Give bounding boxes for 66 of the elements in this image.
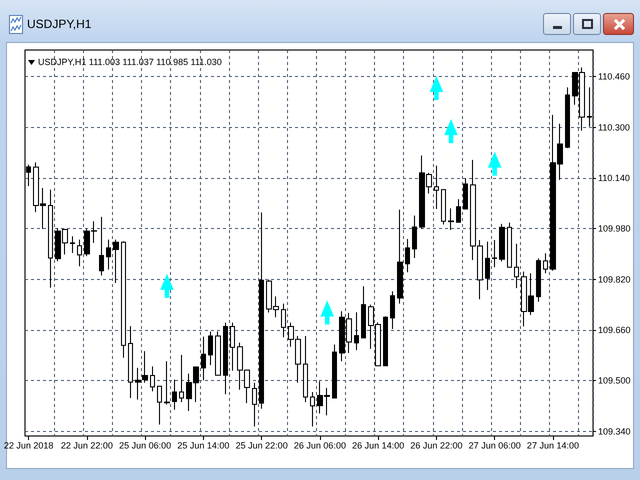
- candlestick: [434, 165, 439, 210]
- candlestick: [179, 354, 184, 403]
- candlestick: [463, 178, 468, 210]
- candlestick: [208, 331, 213, 366]
- candlestick: [303, 335, 308, 403]
- x-tick-label: 25 Jun 14:00: [177, 440, 230, 450]
- candlestick: [448, 208, 454, 230]
- candlestick: [390, 290, 395, 330]
- candlestick: [164, 360, 170, 406]
- x-tick-label: 25 Jun 22:00: [236, 440, 288, 450]
- candlestick: [113, 239, 119, 284]
- candlestick: [142, 350, 148, 384]
- candlestick: [70, 236, 75, 254]
- x-tick-label: 26 Jun 22:00: [410, 440, 462, 450]
- chart-title: USDJPY,H1: [27, 17, 92, 31]
- x-tick-label: 22 Jun 22:00: [60, 440, 113, 450]
- candlestick: [77, 239, 82, 267]
- candlestick: [150, 366, 155, 392]
- candlestick: [281, 303, 286, 338]
- text: USDJPY,H1 111.003 111.037 110.985 111.030: [38, 57, 222, 67]
- candlestick: [121, 240, 126, 358]
- candlestick: [507, 222, 512, 268]
- candlestick: [223, 322, 228, 395]
- candlestick: [252, 382, 257, 427]
- candlestick: [128, 326, 133, 398]
- y-tick-label: 109.500: [598, 376, 631, 386]
- candlestick: [99, 216, 104, 276]
- candlestick: [332, 344, 337, 398]
- candlestick: [405, 238, 410, 273]
- candlestick: [230, 322, 235, 372]
- candlestick: [383, 316, 388, 366]
- candlestick: [106, 239, 111, 270]
- candlestick: [201, 336, 206, 381]
- candlestick: [543, 252, 548, 274]
- candlestick: [215, 331, 221, 376]
- x-tick-label: 27 Jun 14:00: [526, 440, 579, 450]
- candlestick: [492, 239, 497, 268]
- y-tick-label: 109.820: [598, 274, 631, 284]
- candlestick: [397, 209, 403, 304]
- x-tick-label: 27 Jun 06:00: [468, 440, 521, 450]
- candlestick: [441, 189, 446, 225]
- y-tick-label: 109.980: [598, 224, 631, 234]
- candlestick: [514, 243, 519, 289]
- candlestick: [310, 391, 315, 427]
- candlestick: [499, 223, 505, 262]
- x-tick-label: 22 Jun 2018: [4, 440, 54, 450]
- candlestick: [361, 286, 366, 338]
- candlestick: [135, 367, 141, 400]
- x-tick-label: 26 Jun 06:00: [294, 440, 346, 450]
- candlestick: [259, 212, 264, 410]
- y-tick-label: 109.340: [598, 426, 631, 436]
- y-tick-label: 110.140: [598, 172, 630, 183]
- candlestick: [485, 241, 490, 291]
- y-tick-label: 110.300: [598, 122, 630, 132]
- candlestick: [412, 215, 417, 259]
- y-tick-label: 109.660: [598, 324, 631, 335]
- candlestick: [48, 189, 53, 288]
- candlestick: [172, 379, 177, 410]
- candlestick: [456, 198, 461, 223]
- x-tick-label: 26 Jun 14:00: [352, 440, 404, 450]
- candlestick: [565, 86, 570, 149]
- x-tick-label: 25 Jun 06:00: [119, 440, 172, 450]
- candlestick: [157, 386, 162, 426]
- candlestick: [536, 258, 541, 302]
- candlestick: [354, 312, 359, 351]
- y-tick-label: 110.460: [598, 72, 630, 82]
